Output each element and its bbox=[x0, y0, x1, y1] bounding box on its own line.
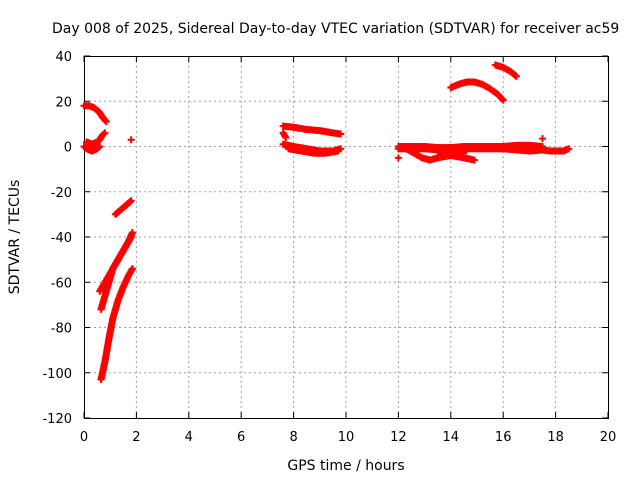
y-tick-label: -80 bbox=[51, 322, 72, 337]
y-tick-label: 20 bbox=[55, 95, 72, 110]
data-point bbox=[128, 228, 136, 236]
data-point bbox=[96, 143, 104, 150]
axis-ticks: 0 2 4 6 8 10 12 14 16 18 20 -120 -100 -80 -60 -40 -20 0 20… bbox=[42, 50, 616, 445]
x-axis-label: GPS time / hours bbox=[287, 458, 404, 474]
x-tick-label: 12 bbox=[390, 430, 407, 445]
x-tick-label: 2 bbox=[132, 430, 140, 445]
data-point bbox=[539, 135, 546, 143]
y-tick-label: -120 bbox=[42, 412, 72, 427]
data-point bbox=[470, 156, 478, 164]
y-tick-label: 40 bbox=[55, 50, 72, 65]
data-point bbox=[101, 129, 109, 137]
x-tick-label: 4 bbox=[185, 430, 193, 445]
data-point bbox=[334, 147, 342, 155]
y-tick-label: -20 bbox=[51, 186, 72, 201]
data-point bbox=[565, 145, 573, 153]
data-point bbox=[498, 95, 506, 103]
x-tick-label: 14 bbox=[443, 430, 460, 445]
grid-lines bbox=[84, 56, 608, 418]
x-tick-label: 16 bbox=[495, 430, 512, 445]
x-tick-label: 6 bbox=[237, 430, 245, 445]
data-point bbox=[94, 144, 102, 152]
x-tick-label: 0 bbox=[80, 430, 88, 445]
data-point bbox=[394, 154, 402, 162]
data-point bbox=[282, 133, 290, 141]
data-point bbox=[100, 130, 108, 138]
y-tick-label: -60 bbox=[51, 276, 72, 291]
data-point bbox=[512, 72, 520, 80]
data-point bbox=[127, 233, 135, 241]
data-point bbox=[128, 265, 136, 273]
data-point bbox=[337, 130, 345, 138]
data-point bbox=[499, 96, 507, 104]
y-tick-label: -40 bbox=[51, 231, 72, 246]
x-tick-label: 10 bbox=[338, 430, 355, 445]
x-tick-label: 18 bbox=[547, 430, 564, 445]
data-points bbox=[80, 61, 573, 384]
y-tick-label: 0 bbox=[64, 141, 72, 156]
data-point bbox=[127, 136, 135, 144]
data-point bbox=[102, 118, 110, 126]
y-tick-label: -100 bbox=[42, 367, 72, 382]
x-tick-label: 8 bbox=[289, 430, 297, 445]
data-point bbox=[127, 197, 135, 205]
x-tick-label: 20 bbox=[600, 430, 617, 445]
data-point bbox=[460, 149, 468, 157]
chart-title: Day 008 of 2025, Sidereal Day-to-day VTE… bbox=[52, 21, 619, 37]
y-axis-label: SDTVAR / TECUs bbox=[7, 180, 23, 295]
